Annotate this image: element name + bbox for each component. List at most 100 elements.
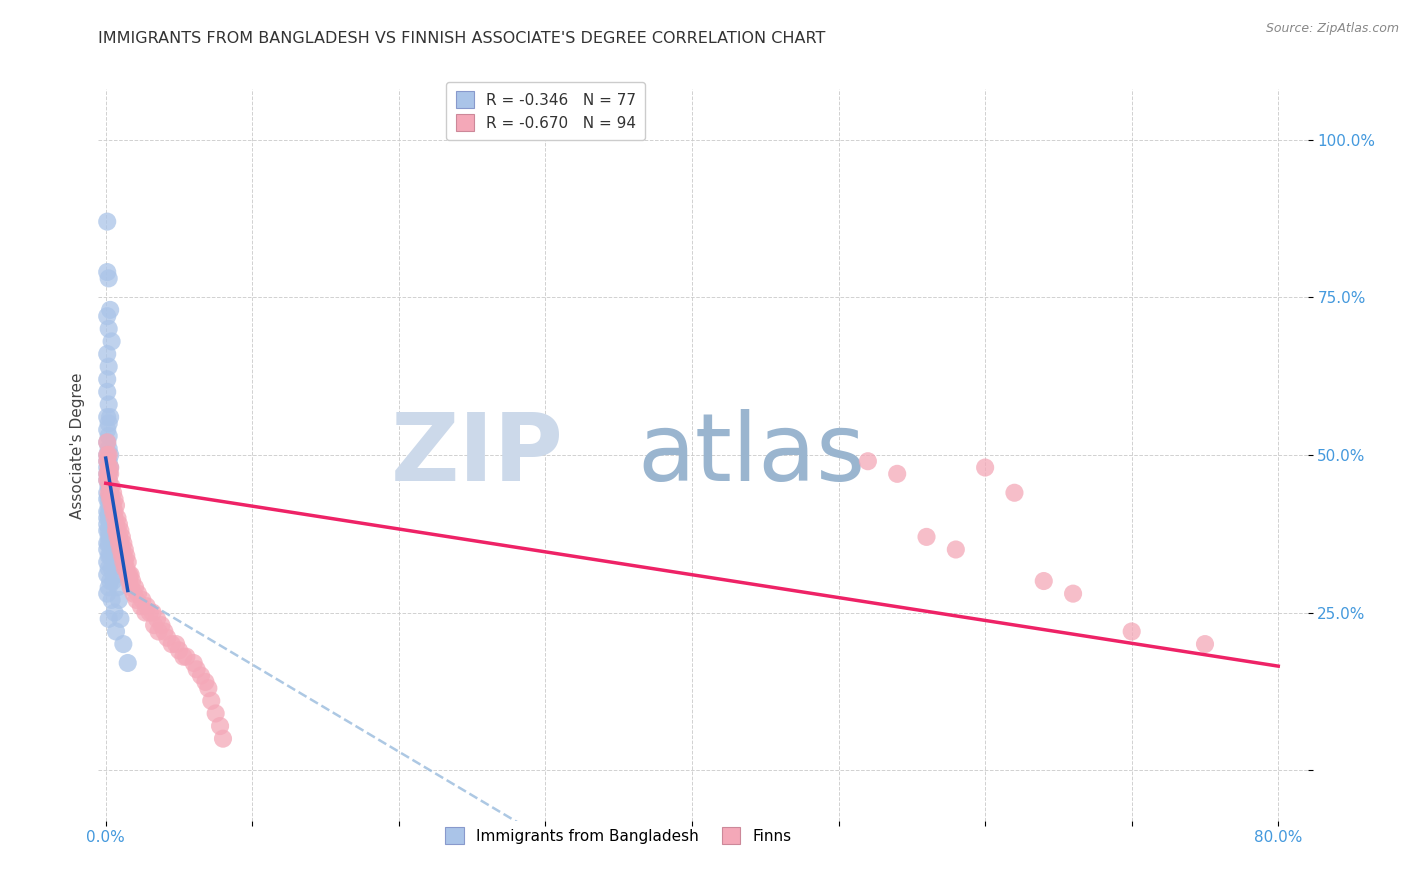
Point — [114, 542, 136, 557]
Point — [101, 485, 124, 500]
Point — [118, 567, 141, 582]
Point — [146, 612, 169, 626]
Point — [117, 567, 139, 582]
Point — [98, 491, 121, 506]
Point — [112, 549, 135, 563]
Point — [97, 429, 120, 443]
Point — [96, 460, 118, 475]
Point — [98, 530, 121, 544]
Point — [150, 618, 173, 632]
Point — [110, 524, 132, 538]
Point — [209, 719, 232, 733]
Point — [97, 454, 120, 468]
Point — [96, 454, 118, 468]
Point — [1032, 574, 1054, 588]
Point — [101, 505, 124, 519]
Point — [97, 536, 120, 550]
Text: atlas: atlas — [637, 409, 866, 501]
Point — [96, 309, 118, 323]
Point — [97, 417, 120, 431]
Point — [105, 499, 128, 513]
Point — [96, 536, 118, 550]
Point — [105, 524, 128, 538]
Point — [103, 491, 125, 506]
Point — [100, 511, 122, 525]
Text: Source: ZipAtlas.com: Source: ZipAtlas.com — [1265, 22, 1399, 36]
Point — [96, 555, 118, 569]
Point — [856, 454, 879, 468]
Point — [97, 473, 120, 487]
Point — [96, 467, 118, 481]
Point — [97, 549, 120, 563]
Point — [96, 265, 118, 279]
Point — [98, 491, 121, 506]
Point — [118, 574, 141, 588]
Point — [105, 624, 128, 639]
Point — [125, 593, 148, 607]
Point — [172, 649, 194, 664]
Point — [1062, 587, 1084, 601]
Point — [100, 561, 122, 575]
Point — [97, 271, 120, 285]
Point — [105, 517, 128, 532]
Point — [96, 347, 118, 361]
Point — [176, 649, 198, 664]
Point — [100, 499, 122, 513]
Point — [98, 410, 121, 425]
Point — [96, 542, 118, 557]
Point — [96, 567, 118, 582]
Point — [97, 359, 120, 374]
Point — [96, 372, 118, 386]
Point — [110, 542, 132, 557]
Point — [974, 460, 997, 475]
Point — [97, 612, 120, 626]
Point — [97, 479, 120, 493]
Point — [101, 542, 124, 557]
Point — [97, 448, 120, 462]
Point — [153, 624, 176, 639]
Point — [165, 637, 187, 651]
Point — [101, 499, 124, 513]
Point — [97, 499, 120, 513]
Point — [112, 555, 135, 569]
Text: IMMIGRANTS FROM BANGLADESH VS FINNISH ASSOCIATE'S DEGREE CORRELATION CHART: IMMIGRANTS FROM BANGLADESH VS FINNISH AS… — [98, 31, 825, 46]
Point — [96, 491, 118, 506]
Point — [111, 549, 134, 563]
Point — [107, 580, 129, 594]
Point — [96, 517, 118, 532]
Point — [97, 479, 120, 493]
Point — [96, 435, 118, 450]
Point — [103, 606, 125, 620]
Legend: Immigrants from Bangladesh, Finns: Immigrants from Bangladesh, Finns — [436, 818, 800, 854]
Point — [98, 460, 121, 475]
Point — [114, 561, 136, 575]
Point — [100, 536, 122, 550]
Point — [108, 593, 131, 607]
Point — [97, 580, 120, 594]
Point — [96, 384, 118, 399]
Point — [97, 467, 120, 481]
Point — [115, 561, 138, 575]
Point — [96, 473, 118, 487]
Point — [915, 530, 938, 544]
Point — [129, 599, 152, 614]
Point — [97, 397, 120, 411]
Point — [96, 511, 118, 525]
Point — [112, 536, 135, 550]
Point — [96, 454, 118, 468]
Point — [100, 593, 122, 607]
Point — [97, 322, 120, 336]
Point — [101, 574, 124, 588]
Point — [96, 505, 118, 519]
Point — [96, 423, 118, 437]
Point — [200, 694, 222, 708]
Point — [156, 631, 179, 645]
Point — [96, 473, 118, 487]
Point — [101, 524, 124, 538]
Point — [194, 674, 217, 689]
Point — [115, 549, 138, 563]
Point — [97, 561, 120, 575]
Point — [98, 549, 121, 563]
Point — [142, 606, 165, 620]
Point — [110, 536, 132, 550]
